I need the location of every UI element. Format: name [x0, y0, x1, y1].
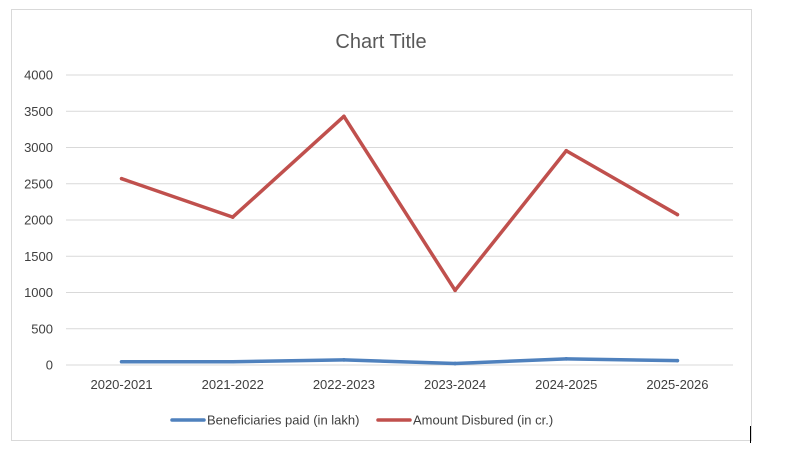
y-tick-label: 1000 — [24, 285, 53, 300]
data-point — [342, 114, 346, 119]
chart-area — [11, 9, 752, 441]
gridlines — [66, 74, 733, 366]
y-tick-label: 1500 — [24, 249, 53, 264]
series-segment — [564, 149, 680, 217]
data-point — [453, 361, 457, 366]
legend-label: Beneficiaries paid (in lakh) — [207, 413, 359, 428]
data-point — [231, 215, 235, 219]
series-segment — [119, 176, 235, 219]
chart-title: Chart Title — [335, 31, 426, 53]
x-tick-label: 2020-2021 — [90, 377, 152, 392]
data-point — [231, 359, 235, 364]
x-tick-label: 2025-2026 — [646, 377, 708, 392]
data-point — [342, 358, 346, 362]
series-segment — [342, 358, 457, 366]
y-tick-label: 2500 — [24, 176, 53, 191]
x-axis-tick-labels: 2020-2021 2021-2022 2022-2023 2023-2024 2024… — [90, 377, 708, 392]
series-segment — [453, 149, 568, 293]
series-segment — [342, 114, 457, 293]
series-lines — [119, 114, 680, 366]
data-point — [564, 149, 568, 153]
y-tick-label: 2000 — [24, 213, 53, 228]
data-point — [675, 358, 680, 363]
y-tick-label: 500 — [31, 321, 53, 336]
series-segment — [231, 358, 346, 364]
series-segment — [231, 114, 346, 219]
data-point — [564, 357, 568, 361]
data-point — [453, 288, 457, 293]
series-segment — [453, 357, 568, 366]
text-cursor — [750, 426, 751, 443]
y-tick-label: 4000 — [24, 68, 53, 83]
series-segment — [564, 357, 680, 363]
legend-label: Amount Disbured (in cr.) — [413, 413, 553, 428]
y-axis-tick-labels: 0 500 1000 1500 2000 2500 3000 3500 4000 — [24, 68, 53, 373]
data-point — [119, 359, 124, 364]
series-line-2 — [119, 114, 680, 293]
y-tick-label: 0 — [46, 358, 53, 373]
y-tick-label: 3000 — [24, 140, 53, 155]
x-tick-label: 2024-2025 — [535, 377, 597, 392]
legend: Beneficiaries paid (in lakh) Amount Disbu… — [170, 413, 553, 428]
y-tick-label: 3500 — [24, 104, 53, 119]
series-line-1 — [119, 357, 680, 366]
x-tick-label: 2023-2024 — [424, 377, 486, 392]
data-point — [675, 212, 680, 217]
data-point — [119, 176, 124, 181]
x-tick-label: 2021-2022 — [202, 377, 264, 392]
x-tick-label: 2022-2023 — [313, 377, 375, 392]
